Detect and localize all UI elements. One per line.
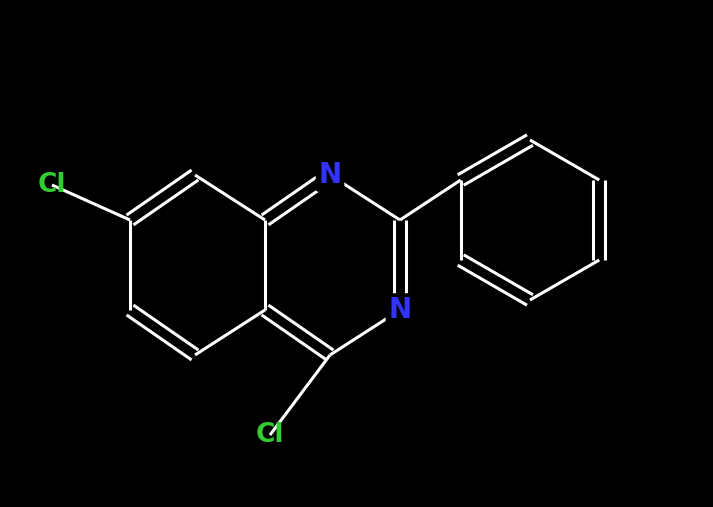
Text: Cl: Cl bbox=[256, 422, 284, 448]
Text: N: N bbox=[389, 296, 411, 324]
Text: N: N bbox=[319, 161, 342, 189]
Text: Cl: Cl bbox=[38, 172, 66, 198]
